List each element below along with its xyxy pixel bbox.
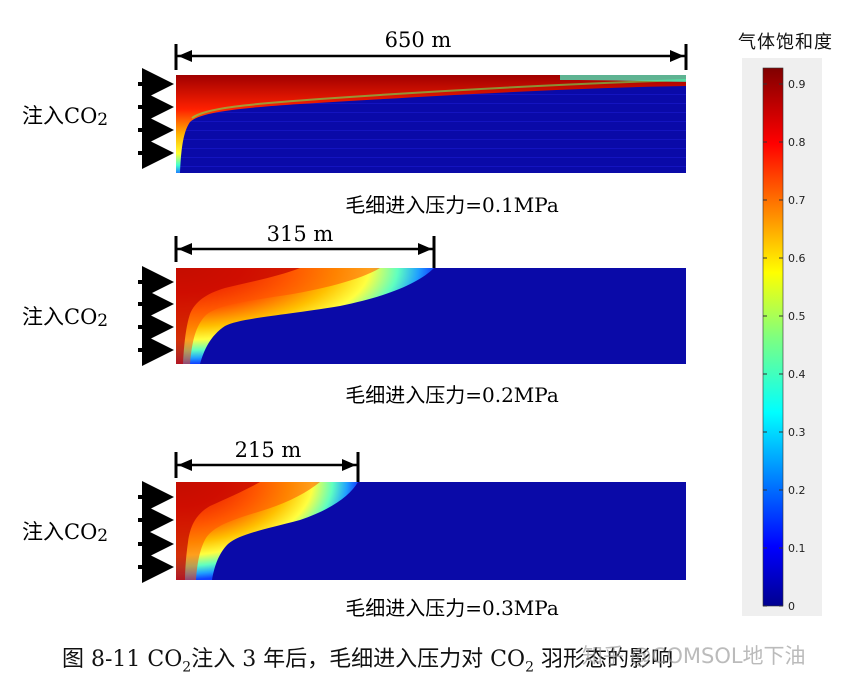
panel-2-pressure-label: 毛细进入压力=0.2MPa — [345, 383, 559, 407]
panel-1-inject-label: 注入CO2 — [22, 104, 108, 130]
colorbar-tick-label: 0 — [788, 600, 795, 613]
panel-3-dimension-arrow-left — [178, 459, 192, 471]
panel-1-pressure-label: 毛细进入压力=0.1MPa — [345, 193, 559, 217]
panel-2-plume-core — [176, 268, 380, 364]
colorbar-tick-label: 0.7 — [788, 194, 806, 207]
panel-2-inject-arrows — [138, 266, 174, 366]
panel-2-dimension-arrow-right — [418, 243, 432, 255]
watermark: 知乎 @COMSOL地下油 — [582, 644, 806, 668]
panel-1: 650 m 注入CO2 毛细进入压力=0.1MPa — [22, 28, 688, 217]
colorbar-tick-label: 0.3 — [788, 426, 806, 439]
panel-2-dimension-arrow-left — [178, 243, 192, 255]
colorbar-tick-label: 0.4 — [788, 368, 806, 381]
colorbar-tick-label: 0.8 — [788, 136, 806, 149]
colorbar: 0.9 0.8 0.7 0.6 0.5 0.4 0.3 0.2 0.1 0 — [742, 58, 822, 616]
colorbar-tick-label: 0.9 — [788, 78, 806, 91]
panel-3-plume-core — [176, 482, 320, 580]
panel-3-dimension-arrow-right — [342, 459, 356, 471]
panel-2-inject-label: 注入CO2 — [22, 305, 108, 331]
panel-2-width-label: 315 m — [267, 222, 334, 246]
colorbar-tick-label: 0.1 — [788, 542, 806, 555]
panel-3-pressure-label: 毛细进入压力=0.3MPa — [345, 596, 559, 620]
panel-3-inject-arrows — [138, 481, 174, 583]
colorbar-tick-label: 0.6 — [788, 252, 806, 265]
panel-3: 215 m 注入CO2 毛细进入压力=0.3MPa — [22, 438, 686, 620]
panel-1-plume-edge — [191, 79, 687, 119]
panel-1-plume-tail — [560, 75, 686, 82]
panel-1-dimension-arrow-right — [670, 50, 684, 62]
panel-1-inject-arrows — [138, 68, 174, 169]
colorbar-tick-label: 0.5 — [788, 310, 806, 323]
figure-caption: 图 8-11 CO2注入 3 年后，毛细进入压力对 CO2 羽形态的影响 — [62, 647, 673, 676]
colorbar-ticks: 0.9 0.8 0.7 0.6 0.5 0.4 0.3 0.2 0.1 0 — [763, 78, 806, 613]
panel-3-plume-hot — [176, 482, 260, 580]
colorbar-title: 气体饱和度 — [738, 32, 833, 53]
panel-2-plume-hot — [176, 268, 300, 364]
panel-3-inject-label: 注入CO2 — [22, 520, 108, 546]
panel-2: 315 m 注入CO2 毛细进入压力=0.2MPa — [22, 222, 686, 407]
panel-1-dimension-arrow-left — [178, 50, 192, 62]
panel-1-width-label: 650 m — [385, 28, 452, 52]
colorbar-tick-label: 0.2 — [788, 484, 806, 497]
colorbar-gradient — [762, 67, 784, 607]
panel-3-width-label: 215 m — [235, 438, 302, 462]
